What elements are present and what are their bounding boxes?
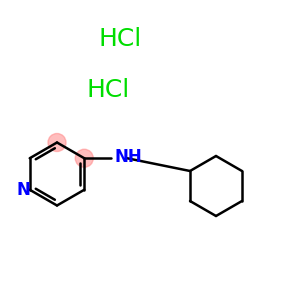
Circle shape — [48, 134, 66, 152]
Text: HCl: HCl — [98, 27, 142, 51]
Circle shape — [75, 149, 93, 167]
Text: N: N — [16, 181, 30, 199]
Text: NH: NH — [114, 148, 142, 166]
Text: HCl: HCl — [86, 78, 130, 102]
